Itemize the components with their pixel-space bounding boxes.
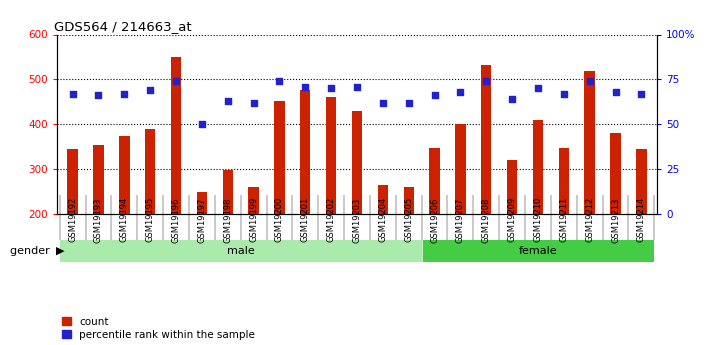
Text: female: female (518, 246, 557, 256)
Point (119, 91, 130, 97)
Bar (558, 148, 569, 214)
Text: GSM19204: GSM19204 (378, 197, 388, 243)
Point (532, 86, 543, 91)
Text: GSM19205: GSM19205 (404, 197, 413, 243)
Bar (60, 240, 422, 262)
Bar (67, 149, 78, 214)
Text: GSM19212: GSM19212 (585, 197, 594, 243)
Text: GSM19210: GSM19210 (533, 197, 543, 243)
Text: GSM19202: GSM19202 (326, 197, 336, 243)
Text: GDS564 / 214663_at: GDS564 / 214663_at (54, 20, 192, 33)
Legend: count, percentile rank within the sample: count, percentile rank within the sample (62, 317, 255, 340)
Text: GSM19192: GSM19192 (68, 197, 77, 243)
Text: ▶: ▶ (56, 246, 64, 256)
Point (248, 100, 259, 106)
Point (144, 87, 156, 93)
Text: GSM19213: GSM19213 (611, 197, 620, 243)
Point (326, 86, 337, 91)
Bar (533, 120, 543, 214)
Point (273, 78, 285, 84)
Point (67, 91, 79, 97)
Bar (248, 187, 258, 214)
Point (584, 78, 595, 84)
Text: GSM19194: GSM19194 (120, 197, 129, 243)
Bar (223, 170, 233, 214)
Bar (403, 187, 414, 214)
Text: GSM19206: GSM19206 (430, 197, 439, 243)
Text: GSM19199: GSM19199 (249, 197, 258, 243)
Bar (507, 160, 517, 214)
Bar (274, 101, 285, 214)
Point (429, 93, 441, 98)
Bar (585, 71, 595, 214)
Bar (481, 65, 491, 214)
Text: GSM19209: GSM19209 (508, 197, 517, 243)
Text: gender: gender (10, 246, 54, 256)
Point (196, 121, 208, 127)
Bar (326, 97, 336, 214)
Point (93, 93, 104, 98)
Text: GSM19211: GSM19211 (559, 197, 568, 243)
Bar (422, 240, 654, 262)
Point (558, 91, 570, 97)
Bar (171, 57, 181, 214)
Bar (429, 148, 440, 214)
Point (635, 91, 647, 97)
Point (610, 89, 621, 95)
Text: GSM19195: GSM19195 (146, 197, 155, 243)
Text: GSM19214: GSM19214 (637, 197, 646, 243)
Bar (145, 129, 156, 214)
Text: GSM19198: GSM19198 (223, 197, 232, 243)
Bar (378, 185, 388, 214)
Point (300, 84, 311, 89)
Point (506, 96, 518, 102)
Text: GSM19201: GSM19201 (301, 197, 310, 243)
Bar (197, 193, 207, 214)
Text: GSM19193: GSM19193 (94, 197, 103, 243)
Text: GSM19207: GSM19207 (456, 197, 465, 243)
Point (481, 78, 492, 84)
Text: GSM19200: GSM19200 (275, 197, 284, 243)
Point (351, 84, 363, 89)
Text: male: male (227, 246, 255, 256)
Point (403, 100, 414, 106)
Bar (636, 149, 647, 214)
Text: GSM19208: GSM19208 (482, 197, 491, 243)
Point (455, 89, 466, 95)
Text: GSM19197: GSM19197 (197, 197, 206, 243)
Bar (610, 133, 620, 214)
Text: GSM19203: GSM19203 (353, 197, 361, 243)
Bar (352, 111, 362, 214)
Bar (300, 90, 311, 214)
Bar (119, 136, 129, 214)
Point (222, 98, 233, 104)
Bar (94, 145, 104, 214)
Point (377, 100, 388, 106)
Text: GSM19196: GSM19196 (171, 197, 181, 243)
Point (171, 78, 182, 84)
Bar (456, 124, 466, 214)
